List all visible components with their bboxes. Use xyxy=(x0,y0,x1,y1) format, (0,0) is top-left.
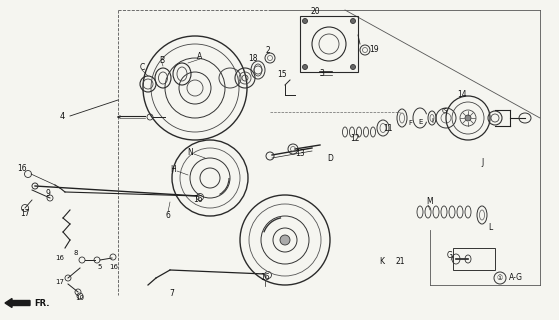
Text: A-G: A-G xyxy=(509,274,523,283)
Text: 4: 4 xyxy=(59,111,65,121)
Text: 18: 18 xyxy=(248,53,258,62)
Text: I: I xyxy=(431,118,433,124)
Text: 16: 16 xyxy=(17,164,27,172)
Bar xyxy=(453,248,495,270)
Text: A: A xyxy=(197,52,202,60)
Text: M: M xyxy=(427,197,433,206)
Circle shape xyxy=(302,19,307,23)
Text: N: N xyxy=(187,148,193,156)
Text: K: K xyxy=(380,258,385,267)
Text: D: D xyxy=(327,154,333,163)
Text: 12: 12 xyxy=(350,133,360,142)
Text: 16: 16 xyxy=(193,196,203,204)
FancyArrow shape xyxy=(5,299,30,308)
Text: 21: 21 xyxy=(395,258,405,267)
Text: J: J xyxy=(482,157,484,166)
Text: H: H xyxy=(170,164,176,173)
Circle shape xyxy=(350,65,356,69)
Circle shape xyxy=(350,19,356,23)
Text: E: E xyxy=(419,119,423,125)
Circle shape xyxy=(302,65,307,69)
Text: B: B xyxy=(159,55,164,65)
Text: 9: 9 xyxy=(46,189,50,198)
Text: 10: 10 xyxy=(75,295,84,301)
Text: G: G xyxy=(441,108,447,114)
Text: 19: 19 xyxy=(369,44,379,53)
Text: FR.: FR. xyxy=(34,299,50,308)
Text: 13: 13 xyxy=(295,148,305,157)
Text: 2: 2 xyxy=(266,45,271,54)
Text: 17: 17 xyxy=(20,209,30,218)
Text: 3: 3 xyxy=(320,68,324,77)
Text: 16: 16 xyxy=(110,264,119,270)
Text: 8: 8 xyxy=(74,250,78,256)
Text: 14: 14 xyxy=(457,90,467,99)
Text: 7: 7 xyxy=(169,289,174,298)
Text: 15: 15 xyxy=(277,69,287,78)
Text: C: C xyxy=(139,62,145,71)
Text: 16: 16 xyxy=(260,274,270,283)
Text: L: L xyxy=(488,223,492,233)
Bar xyxy=(300,16,358,72)
Text: 16: 16 xyxy=(55,255,64,261)
Text: 6: 6 xyxy=(165,211,170,220)
Text: F: F xyxy=(408,120,412,126)
Text: G: G xyxy=(447,252,453,260)
Text: 20: 20 xyxy=(310,6,320,15)
Text: 11: 11 xyxy=(383,124,393,132)
Text: 5: 5 xyxy=(98,264,102,270)
Text: 17: 17 xyxy=(55,279,64,285)
Circle shape xyxy=(465,115,471,121)
Text: ①: ① xyxy=(497,275,503,281)
Circle shape xyxy=(280,235,290,245)
